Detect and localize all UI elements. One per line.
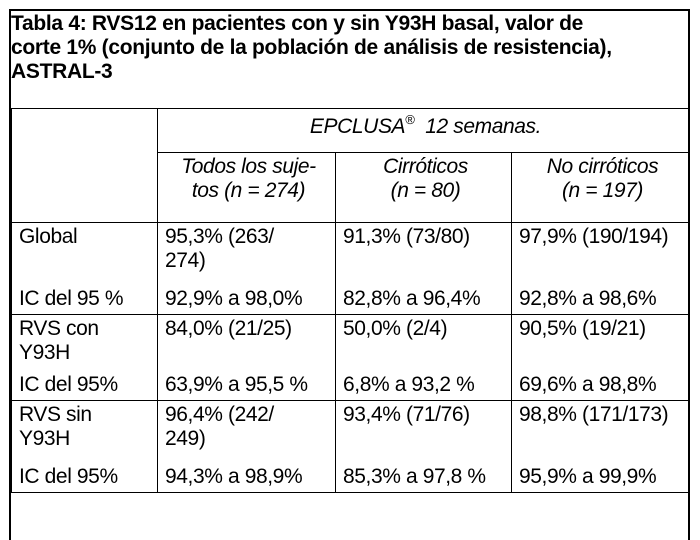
table-row-with-y93h: RVS con Y93H IC del 95% 84,0% (21/25) 63,… bbox=[11, 314, 690, 401]
cell-ci: 92,9% a 98,0% bbox=[165, 287, 303, 310]
table-cell: 91,3% (73/80) 82,8% a 96,4% bbox=[335, 222, 512, 315]
table-caption: Tabla 4: RVS12 en pacientes con y sin Y9… bbox=[11, 12, 681, 84]
cell-value: 90,5% (19/21) bbox=[519, 317, 646, 340]
column-header-row: Todos los suje- tos (n = 274) Cirróticos… bbox=[12, 152, 690, 223]
row-label: Global IC del 95 % bbox=[11, 222, 158, 315]
row-label: RVS sin Y93H IC del 95% bbox=[11, 400, 158, 493]
table-cell: 96,4% (242/249) 94,3% a 98,9% bbox=[157, 400, 336, 493]
caption-line-1: Tabla 4: RVS12 en pacientes con y sin Y9… bbox=[11, 12, 584, 35]
caption-line-3: ASTRAL-3 bbox=[11, 60, 113, 83]
table-row-without-y93h: RVS sin Y93H IC del 95% 96,4% (242/249) 9… bbox=[11, 400, 690, 493]
row-label-text: Y93H bbox=[19, 427, 70, 450]
cell-ci: 69,6% a 98,8% bbox=[519, 373, 657, 396]
cell-ci: 63,9% a 95,5 % bbox=[165, 373, 308, 396]
cell-ci: 6,8% a 93,2 % bbox=[343, 373, 475, 396]
group-header-row: EPCLUSA® 12 semanas. bbox=[11, 108, 690, 223]
column-header-non-cirrhotic: No cirróticos (n = 197) bbox=[511, 152, 690, 223]
brand-name: EPCLUSA bbox=[309, 115, 406, 138]
row-label: RVS con Y93H IC del 95% bbox=[11, 314, 158, 401]
row-label-text: RVS sin bbox=[19, 403, 92, 426]
cell-ci: 85,3% a 97,8 % bbox=[343, 465, 486, 488]
results-table: EPCLUSA® 12 semanas. Todos los suje- tos… bbox=[11, 108, 690, 493]
row-label-text: Global bbox=[19, 225, 78, 248]
registered-mark: ® bbox=[405, 112, 415, 127]
cell-value: 50,0% (2/4) bbox=[343, 317, 448, 340]
group-header-cell: EPCLUSA® 12 semanas. bbox=[157, 108, 690, 153]
cell-value: 98,8% (171/173) bbox=[519, 403, 669, 426]
table-cell: 98,8% (171/173) 95,9% a 99,9% bbox=[511, 400, 690, 493]
table-cell: 97,9% (190/194) 92,8% a 98,6% bbox=[511, 222, 690, 315]
cell-value: 249) bbox=[165, 427, 206, 450]
duration-label: 12 semanas. bbox=[414, 115, 542, 138]
column-header-line: Todos los suje- bbox=[181, 155, 316, 178]
table-cell: 95,3% (263/274) 92,9% a 98,0% bbox=[157, 222, 336, 315]
cell-value: 274) bbox=[165, 249, 206, 272]
caption-line-2: corte 1% (conjunto de la población de an… bbox=[11, 36, 612, 59]
cell-value: 95,3% (263/ bbox=[165, 225, 274, 248]
cell-value: 93,4% (71/76) bbox=[343, 403, 470, 426]
column-header-cirrhotic: Cirróticos (n = 80) bbox=[335, 152, 512, 223]
column-header-line: (n = 197) bbox=[561, 179, 644, 202]
table-row-global: Global IC del 95 % 95,3% (263/274) 92,9%… bbox=[11, 222, 690, 315]
corner-cell bbox=[11, 108, 158, 223]
row-ci-label: IC del 95% bbox=[19, 373, 118, 396]
table-cell: 93,4% (71/76) 85,3% a 97,8 % bbox=[335, 400, 512, 493]
table-cell: 84,0% (21/25) 63,9% a 95,5 % bbox=[157, 314, 336, 401]
row-ci-label: IC del 95% bbox=[19, 465, 118, 488]
cell-value: 97,9% (190/194) bbox=[519, 225, 669, 248]
column-header-all: Todos los suje- tos (n = 274) bbox=[157, 152, 336, 223]
cell-ci: 92,8% a 98,6% bbox=[519, 287, 657, 310]
cell-value: 96,4% (242/ bbox=[165, 403, 274, 426]
row-label-text: Y93H bbox=[19, 341, 70, 364]
cell-ci: 94,3% a 98,9% bbox=[165, 465, 303, 488]
cell-value: 84,0% (21/25) bbox=[165, 317, 292, 340]
cell-ci: 95,9% a 99,9% bbox=[519, 465, 657, 488]
cell-ci: 82,8% a 96,4% bbox=[343, 287, 481, 310]
column-header-line: No cirróticos bbox=[546, 155, 659, 178]
column-header-line: tos (n = 274) bbox=[191, 179, 306, 202]
table-cell: 90,5% (19/21) 69,6% a 98,8% bbox=[511, 314, 690, 401]
column-header-line: (n = 80) bbox=[390, 179, 461, 202]
cell-value: 91,3% (73/80) bbox=[343, 225, 470, 248]
table-cell: 50,0% (2/4) 6,8% a 93,2 % bbox=[335, 314, 512, 401]
column-header-line: Cirróticos bbox=[383, 155, 468, 178]
row-label-text: RVS con bbox=[19, 317, 99, 340]
row-ci-label: IC del 95 % bbox=[19, 287, 124, 310]
